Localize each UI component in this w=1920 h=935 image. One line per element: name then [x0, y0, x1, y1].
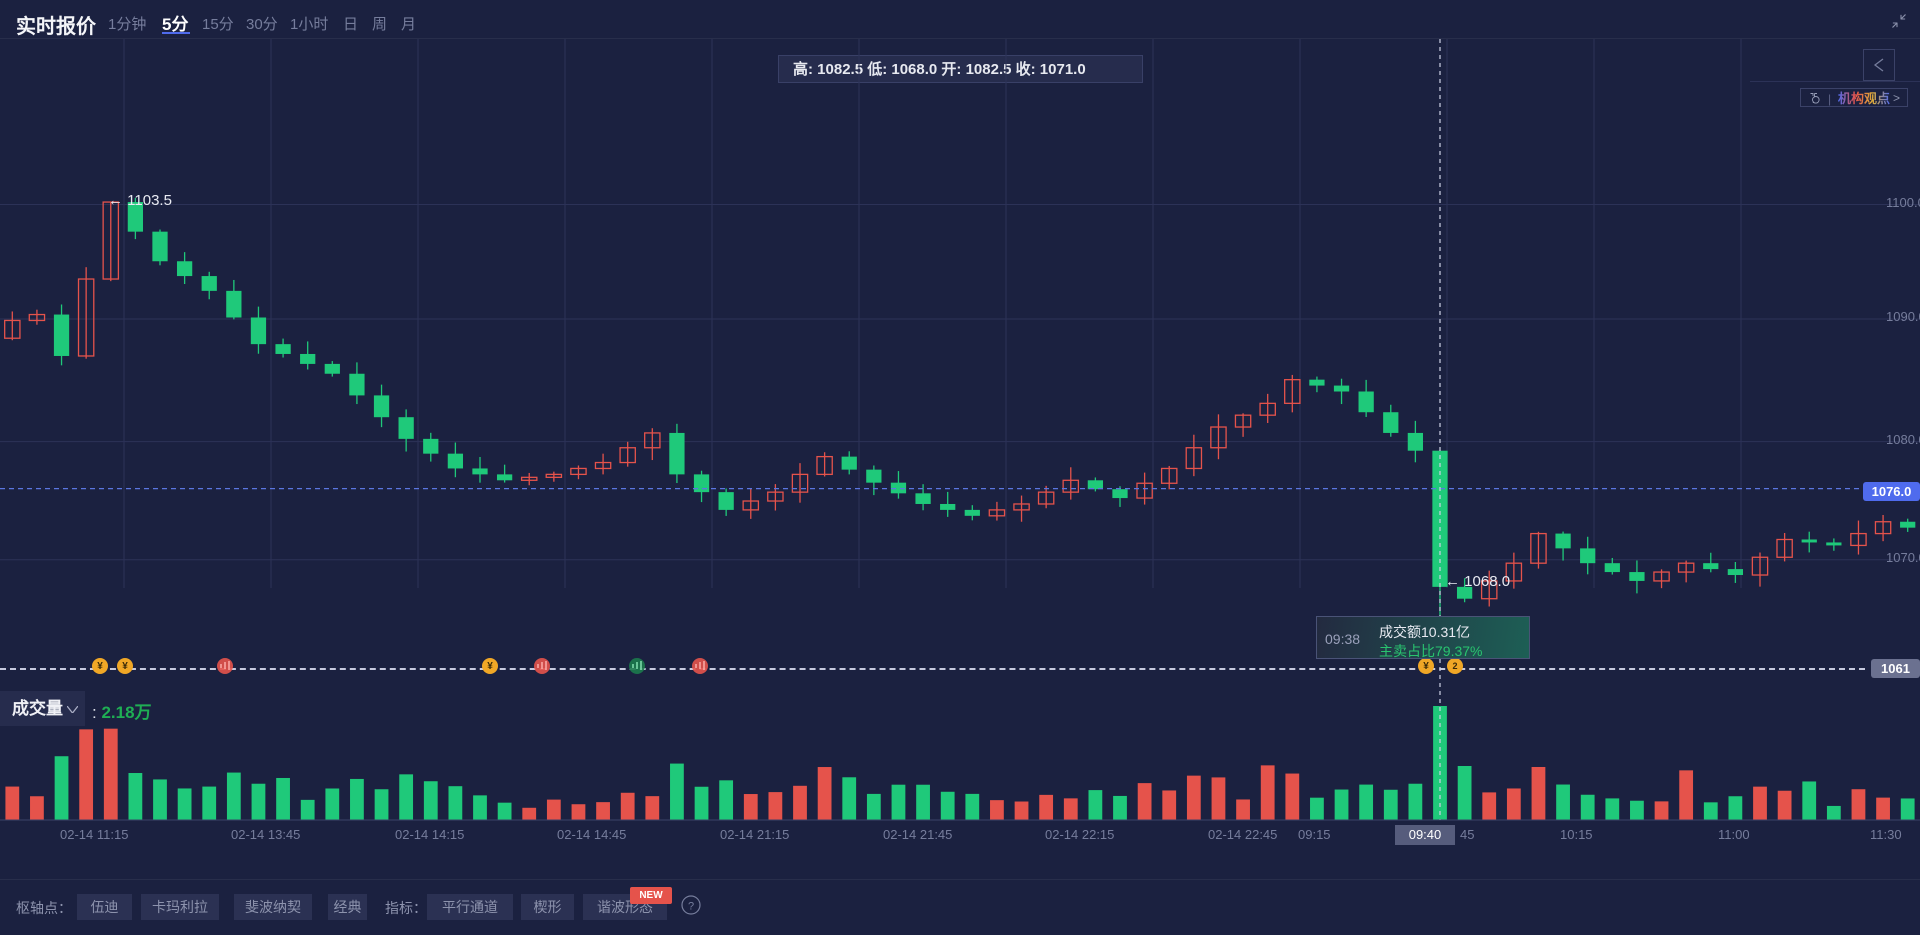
svg-text:?: ?	[688, 901, 694, 913]
